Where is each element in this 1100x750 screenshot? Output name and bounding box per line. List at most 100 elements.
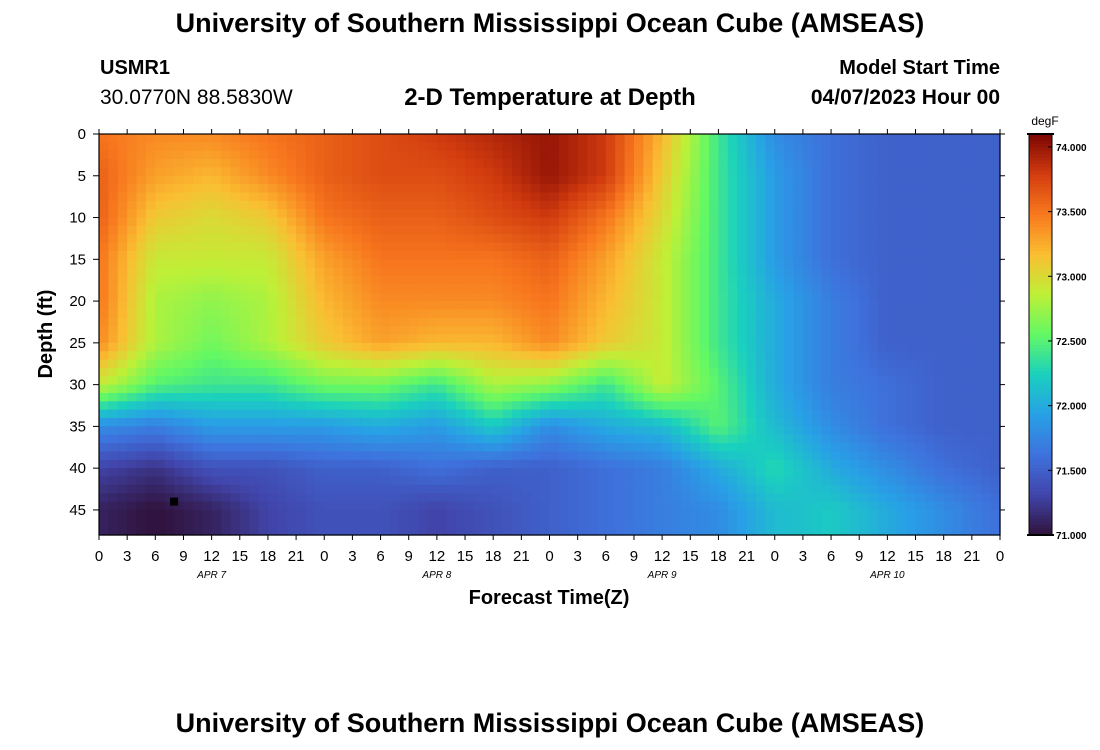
x-tick-label: 3 (799, 548, 807, 565)
heatmap-cell (521, 225, 532, 235)
heatmap-cell (183, 167, 194, 177)
heatmap-cell (427, 518, 438, 528)
heatmap-cell (530, 334, 541, 344)
heatmap-cell (202, 217, 213, 227)
heatmap-cell (915, 409, 926, 419)
heatmap-cell (446, 192, 457, 202)
colorbar-segment (1029, 167, 1052, 172)
heatmap-cell (690, 484, 701, 494)
heatmap-cell (690, 392, 701, 402)
heatmap-cell (680, 134, 691, 143)
heatmap-cell (953, 326, 964, 336)
heatmap-cell (465, 301, 476, 311)
heatmap-cell (408, 276, 419, 285)
heatmap-cell (408, 134, 419, 143)
heatmap-cell (333, 284, 344, 294)
heatmap-cell (849, 192, 860, 202)
heatmap-cell (990, 309, 1001, 319)
heatmap-cell (493, 484, 504, 494)
heatmap-cell (99, 401, 109, 411)
heatmap-cell (230, 284, 241, 294)
heatmap-cell (605, 526, 616, 536)
heatmap-cell (549, 376, 560, 386)
heatmap-cell (446, 267, 457, 277)
heatmap-cell (127, 225, 138, 235)
heatmap-cell (540, 276, 551, 285)
heatmap-cell (615, 225, 626, 235)
heatmap-cell (568, 309, 579, 319)
heatmap-cell (267, 392, 278, 402)
heatmap-cell (596, 409, 607, 419)
colorbar-segment (1029, 451, 1052, 456)
heatmap-cell (849, 476, 860, 486)
heatmap-cell (643, 392, 654, 402)
heatmap-cell (737, 359, 748, 369)
heatmap-cell (333, 526, 344, 536)
heatmap-cell (371, 267, 382, 277)
heatmap-cell (183, 459, 194, 469)
heatmap-cell (718, 200, 729, 210)
heatmap-cell (718, 259, 729, 269)
heatmap-cell (408, 351, 419, 361)
heatmap-cell (662, 501, 673, 511)
heatmap-cell (399, 159, 410, 169)
heatmap-cell (727, 351, 738, 361)
heatmap-cell (474, 342, 485, 352)
heatmap-cell (530, 134, 541, 143)
heatmap-cell (793, 184, 804, 194)
heatmap-cell (352, 526, 363, 536)
heatmap-cell (587, 484, 598, 494)
heatmap-cell (577, 267, 588, 277)
heatmap-cell (774, 150, 785, 160)
heatmap-cell (436, 317, 447, 327)
heatmap-cell (990, 284, 1001, 294)
colorbar-segment (1029, 197, 1052, 202)
heatmap-cell (174, 434, 185, 444)
heatmap-cell (943, 276, 954, 285)
heatmap-cell (155, 167, 166, 177)
heatmap-cell (727, 242, 738, 252)
heatmap-cell (784, 159, 795, 169)
heatmap-cell (136, 351, 147, 361)
heatmap-cell (821, 501, 832, 511)
heatmap-cell (99, 459, 109, 469)
heatmap-cell (211, 359, 222, 369)
heatmap-cell (587, 342, 598, 352)
heatmap-cell (474, 159, 485, 169)
heatmap-cell (352, 309, 363, 319)
heatmap-cell (887, 334, 898, 344)
heatmap-cell (305, 518, 316, 528)
heatmap-cell (849, 484, 860, 494)
heatmap-cell (784, 134, 795, 143)
heatmap-cell (258, 234, 269, 244)
heatmap-cell (755, 192, 766, 202)
heatmap-cell (699, 476, 710, 486)
heatmap-cell (877, 418, 888, 427)
heatmap-cell (192, 326, 203, 336)
heatmap-cell (633, 434, 644, 444)
heatmap-cell (436, 451, 447, 461)
heatmap-cell (333, 225, 344, 235)
heatmap-cell (943, 234, 954, 244)
heatmap-cell (896, 200, 907, 210)
heatmap-cell (633, 150, 644, 160)
heatmap-cell (389, 518, 400, 528)
heatmap-cell (155, 518, 166, 528)
colorbar-segment (1029, 291, 1052, 295)
heatmap-cell (690, 501, 701, 511)
heatmap-cell (192, 200, 203, 210)
heatmap-cell (427, 175, 438, 185)
heatmap-cell (202, 192, 213, 202)
heatmap-cell (324, 401, 335, 411)
heatmap-cell (230, 309, 241, 319)
heatmap-cell (662, 484, 673, 494)
heatmap-cell (493, 159, 504, 169)
heatmap-cell (821, 142, 832, 152)
heatmap-cell (699, 259, 710, 269)
heatmap-cell (183, 317, 194, 327)
heatmap-cell (671, 392, 682, 402)
heatmap-cell (755, 326, 766, 336)
heatmap-cell (446, 392, 457, 402)
heatmap-cell (324, 242, 335, 252)
heatmap-cell (971, 367, 982, 377)
